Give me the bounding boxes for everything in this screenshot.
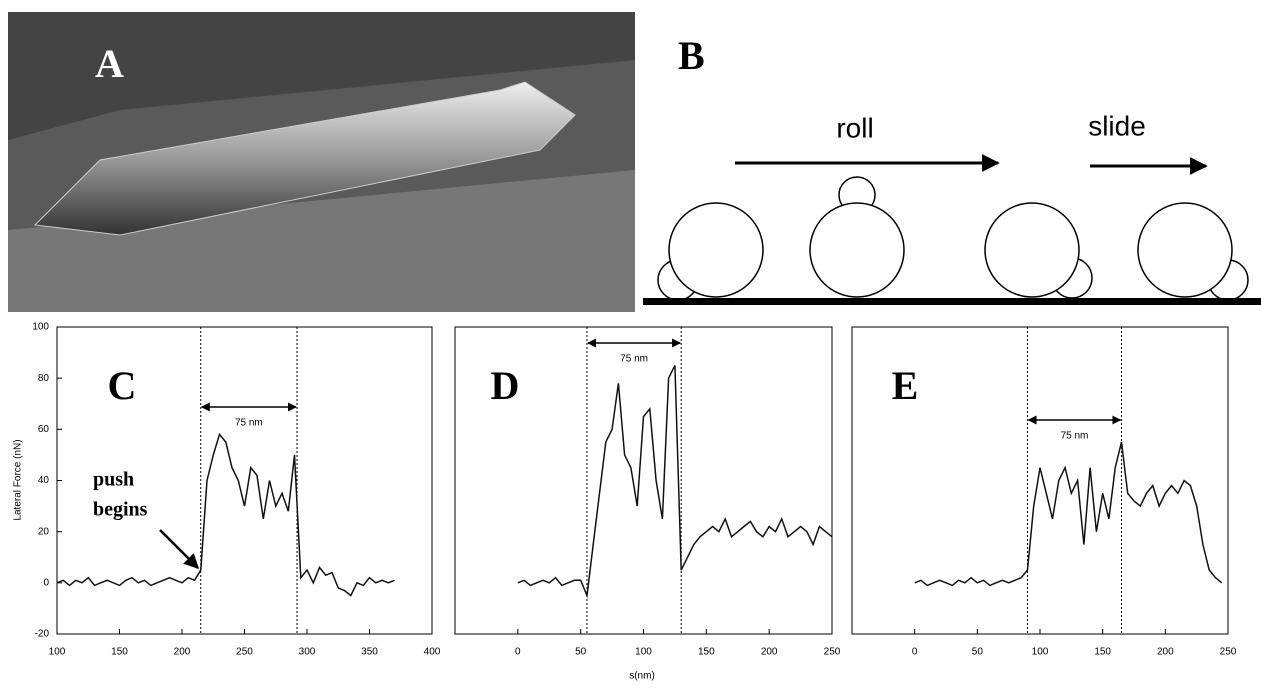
x-tick-label: 100 xyxy=(635,647,652,658)
x-tick-label: 200 xyxy=(174,647,191,658)
panel-letter: C xyxy=(108,363,137,408)
arrow-label: roll xyxy=(836,112,873,143)
x-tick-label: 100 xyxy=(1032,647,1049,658)
x-tick-label: 200 xyxy=(1157,647,1174,658)
panel-letter: A xyxy=(95,41,124,86)
x-tick-label: 150 xyxy=(1094,647,1111,658)
x-tick-label: 250 xyxy=(824,647,841,658)
large-sphere xyxy=(984,202,1080,298)
x-tick-label: 100 xyxy=(49,647,66,658)
x-axis-label: s(nm) xyxy=(629,671,655,682)
panel-b: B roll slide xyxy=(643,33,1261,305)
span-label: 75 nm xyxy=(1061,431,1089,442)
photo-nanotube xyxy=(33,81,576,236)
large-sphere xyxy=(1137,202,1233,298)
annotation: begins xyxy=(93,499,148,521)
x-tick-label: 0 xyxy=(515,647,521,658)
panel-letter: E xyxy=(892,363,919,408)
x-tick-label: 400 xyxy=(424,647,441,658)
x-tick-label: 250 xyxy=(236,647,253,658)
panel-letter: B xyxy=(678,33,705,78)
y-axis-label: Lateral Force (nN) xyxy=(13,439,24,520)
annotation: push xyxy=(93,469,134,491)
data-line xyxy=(914,441,1223,587)
arrow-label: slide xyxy=(1088,110,1146,141)
x-tick-label: 0 xyxy=(912,647,918,658)
x-tick-label: 150 xyxy=(698,647,715,658)
large-sphere xyxy=(809,202,905,298)
y-tick-label: 80 xyxy=(38,373,50,384)
span-label: 75 nm xyxy=(620,354,648,365)
x-tick-label: 50 xyxy=(972,647,984,658)
surface xyxy=(643,298,1261,305)
x-tick-label: 50 xyxy=(575,647,587,658)
photo-shade xyxy=(8,12,635,140)
x-tick-label: 300 xyxy=(299,647,316,658)
data-line xyxy=(517,365,833,599)
x-tick-label: 150 xyxy=(111,647,128,658)
y-tick-label: 100 xyxy=(32,322,49,333)
annotation-arrow xyxy=(159,529,200,570)
y-tick-label: 20 xyxy=(38,526,50,537)
y-tick-label: 0 xyxy=(43,577,49,588)
y-tick-label: -20 xyxy=(35,629,50,640)
span-label: 75 nm xyxy=(235,418,263,429)
x-tick-label: 200 xyxy=(761,647,778,658)
panel-letter: D xyxy=(491,363,520,408)
x-tick-label: 250 xyxy=(1220,647,1237,658)
panel-a: A xyxy=(8,12,635,312)
x-tick-label: 350 xyxy=(361,647,378,658)
data-line xyxy=(56,432,395,597)
y-tick-label: 60 xyxy=(38,424,50,435)
y-tick-label: 40 xyxy=(38,475,50,486)
large-sphere xyxy=(668,202,764,298)
photo-floor xyxy=(8,170,635,312)
